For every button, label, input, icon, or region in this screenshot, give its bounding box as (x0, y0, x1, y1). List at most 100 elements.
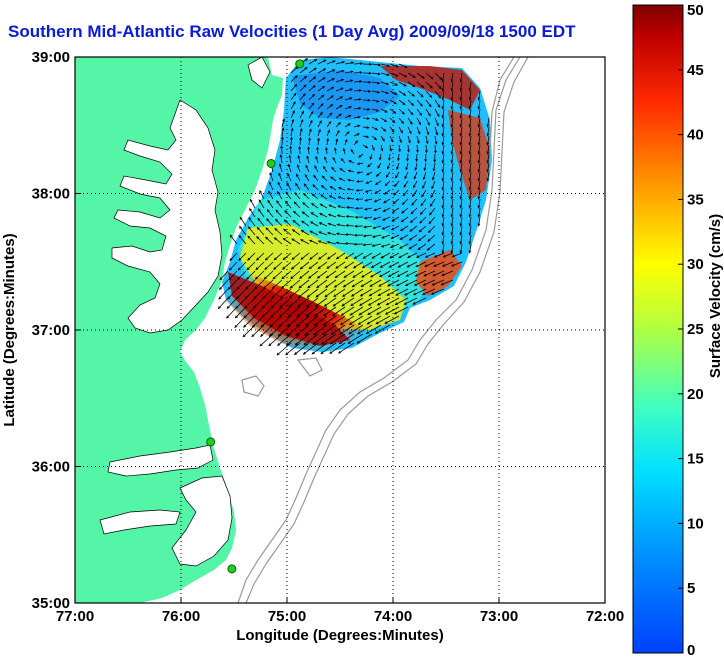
velocity-arrow-head (234, 324, 238, 328)
velocity-arrow (252, 306, 265, 318)
velocity-arrow-head (426, 247, 430, 251)
velocity-arrow (427, 243, 436, 251)
velocity-arrow (238, 235, 247, 245)
velocity-arrow (416, 153, 418, 162)
velocity-arrow (276, 342, 292, 356)
velocity-arrow-head (429, 203, 433, 207)
velocity-arrows (217, 58, 490, 356)
velocity-arrow-head (370, 265, 374, 269)
velocity-arrow-head (349, 88, 353, 92)
velocity-arrow (316, 279, 328, 288)
velocity-arrow-head (367, 312, 371, 316)
velocity-arrow-head (292, 220, 296, 223)
velocity-arrow (487, 144, 490, 154)
velocity-arrow-head (413, 176, 417, 180)
x-tick-label: 77:00 (56, 608, 94, 625)
velocity-arrow (378, 279, 391, 287)
velocity-arrow-head (419, 112, 423, 116)
velocity-arrow (478, 198, 481, 208)
velocity-arrow-head (389, 255, 393, 259)
velocity-arrow (372, 243, 382, 247)
velocity-arrow-head (274, 218, 278, 222)
velocity-arrow (271, 288, 283, 299)
velocity-arrow (371, 99, 379, 102)
velocity-arrow-head (422, 185, 425, 189)
velocity-arrow (380, 81, 389, 85)
velocity-arrow (362, 252, 373, 259)
velocity-arrow-head (468, 241, 472, 245)
velocity-arrow (249, 199, 256, 209)
velocity-arrow (339, 177, 346, 182)
velocity-yellow-zone (240, 224, 406, 330)
velocity-arrow-head (403, 184, 407, 188)
velocity-arrow-head (395, 283, 400, 287)
velocity-arrow-head (226, 315, 230, 319)
velocity-arrow-head (266, 218, 270, 222)
velocity-arrow-head (294, 83, 298, 87)
velocity-arrow-head (304, 323, 308, 327)
velocity-arrow-head (486, 160, 490, 164)
velocity-arrow-head (382, 138, 385, 142)
velocity-arrow (403, 180, 409, 188)
velocity-arrow (371, 63, 381, 66)
velocity-arrow-head (304, 332, 308, 336)
velocity-arrow (337, 205, 346, 209)
velocity-arrow (371, 252, 382, 259)
velocity-arrow (394, 306, 409, 315)
velocity-arrow (285, 201, 292, 209)
velocity-arrow-head (254, 276, 258, 280)
velocity-arrow-head (348, 322, 353, 325)
velocity-arrow (360, 279, 373, 287)
velocity-arrow (416, 99, 423, 107)
velocity-arrow (451, 135, 454, 145)
velocity-arrow-head (412, 193, 415, 198)
velocity-arrow-head (287, 323, 291, 327)
velocity-arrow-head (347, 169, 351, 173)
velocity-arrow-head (340, 96, 344, 100)
velocity-arrow-head (422, 283, 426, 286)
velocity-arrow-head (358, 89, 363, 92)
velocity-arrow (362, 126, 369, 129)
colorbar-tick-label: 0 (687, 642, 695, 659)
velocity-arrow (305, 306, 319, 317)
velocity-arrow (434, 144, 436, 154)
velocity-arrow-head (350, 148, 354, 153)
velocity-arrow-head (313, 174, 317, 178)
velocity-arrow-head (349, 97, 353, 100)
velocity-arrow (235, 306, 247, 319)
velocity-arrow (371, 261, 382, 268)
velocity-arrow-head (326, 240, 330, 244)
velocity-arrow (478, 207, 481, 217)
velocity-arrow-head (397, 264, 401, 268)
velocity-arrow (315, 288, 328, 298)
velocity-arrow-head (339, 331, 343, 335)
velocity-arrow-head (302, 93, 306, 97)
velocity-arrow (349, 306, 364, 316)
y-axis-ticks: 39:00 38:00 37:00 36:00 35:00 (32, 49, 81, 612)
colorbar-tick-label: 15 (687, 451, 704, 468)
velocity-arrow-head (383, 200, 387, 204)
velocity-arrow-head (324, 294, 328, 298)
velocity-arrow (376, 171, 382, 177)
velocity-arrow (281, 136, 283, 146)
velocity-arrow-head (431, 177, 435, 181)
velocity-arrow-head (367, 164, 371, 168)
velocity-arrow-head (442, 254, 447, 258)
velocity-arrow-head (312, 85, 316, 89)
velocity-arrow-head (366, 126, 370, 129)
velocity-arrow (460, 144, 463, 154)
velocity-arrow (365, 198, 373, 202)
velocity-arrow-head (326, 256, 331, 260)
velocity-arrow-head (227, 296, 231, 300)
velocity-arrow (487, 162, 490, 172)
velocity-arrow (320, 203, 328, 209)
velocity-arrow-head (375, 118, 379, 121)
velocity-arrow (326, 78, 335, 83)
velocity-arrow-head (344, 265, 348, 269)
velocity-arrow (267, 200, 274, 209)
velocity-arrow (299, 102, 305, 110)
velocity-arrow-head (367, 107, 371, 111)
velocity-arrow (404, 171, 409, 179)
velocity-arrow (460, 234, 463, 244)
velocity-arrow (353, 107, 361, 110)
